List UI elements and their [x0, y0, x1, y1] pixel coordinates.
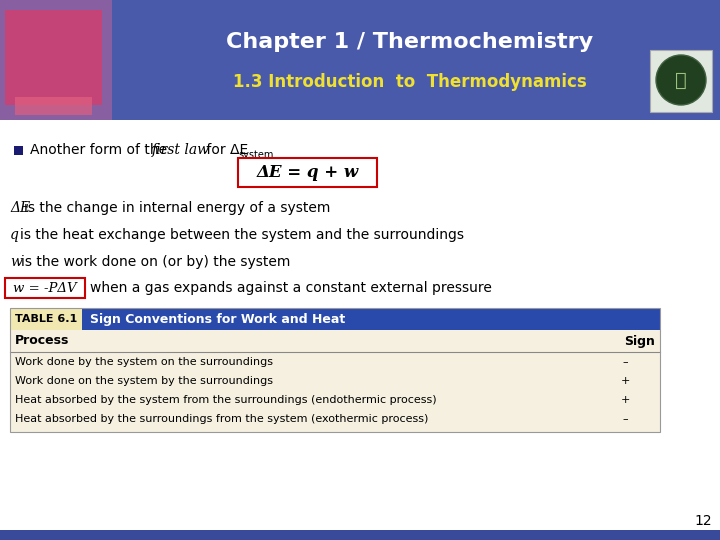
Bar	[0, 0, 112, 120]
Bar	[0, 120, 720, 540]
Text: Sign: Sign	[624, 334, 655, 348]
Text: Another form of the: Another form of the	[30, 143, 171, 157]
Text: first law: first law	[152, 143, 210, 157]
Bar	[15, 97, 92, 115]
FancyBboxPatch shape	[238, 158, 377, 187]
FancyBboxPatch shape	[5, 278, 85, 298]
Bar	[0, 530, 720, 540]
Circle shape	[656, 55, 706, 105]
Bar	[10, 330, 660, 432]
Text: 🏛: 🏛	[675, 71, 687, 90]
Text: 1.3 Introduction  to  Thermodynamics: 1.3 Introduction to Thermodynamics	[233, 73, 587, 91]
Text: is the change in internal energy of a system: is the change in internal energy of a sy…	[24, 201, 330, 215]
Text: for ΔE: for ΔE	[202, 143, 248, 157]
Text: ΔE: ΔE	[10, 201, 30, 215]
Text: is the heat exchange between the system and the surroundings: is the heat exchange between the system …	[20, 228, 464, 242]
Text: w: w	[10, 255, 22, 269]
Bar	[10, 308, 82, 330]
Text: q: q	[10, 228, 19, 242]
Text: Process: Process	[15, 334, 69, 348]
Text: –: –	[622, 357, 628, 367]
Text: Chapter 1 / Thermochemistry: Chapter 1 / Thermochemistry	[226, 32, 593, 52]
Bar	[14, 146, 23, 155]
Text: w = -PΔV: w = -PΔV	[13, 281, 77, 294]
Text: ΔE = q + w: ΔE = q + w	[256, 164, 359, 181]
Text: Heat absorbed by the system from the surroundings (endothermic process): Heat absorbed by the system from the sur…	[15, 395, 436, 406]
Text: when a gas expands against a constant external pressure: when a gas expands against a constant ex…	[90, 281, 492, 295]
Bar	[5, 10, 102, 105]
Bar	[650, 50, 712, 112]
Bar	[82, 308, 660, 330]
Text: +: +	[621, 395, 630, 406]
Text: Work done by the system on the surroundings: Work done by the system on the surroundi…	[15, 357, 273, 367]
Text: Work done on the system by the surroundings: Work done on the system by the surroundi…	[15, 376, 273, 387]
Text: Heat absorbed by the surroundings from the system (exothermic process): Heat absorbed by the surroundings from t…	[15, 415, 428, 424]
Text: Sign Conventions for Work and Heat: Sign Conventions for Work and Heat	[90, 313, 346, 326]
Text: is the work done on (or by) the system: is the work done on (or by) the system	[21, 255, 290, 269]
Text: system: system	[238, 150, 274, 160]
Text: 12: 12	[694, 514, 712, 528]
Bar	[0, 0, 720, 120]
Text: +: +	[621, 376, 630, 387]
Text: –: –	[622, 415, 628, 424]
Text: TABLE 6.1: TABLE 6.1	[15, 314, 77, 324]
Bar	[10, 308, 660, 432]
